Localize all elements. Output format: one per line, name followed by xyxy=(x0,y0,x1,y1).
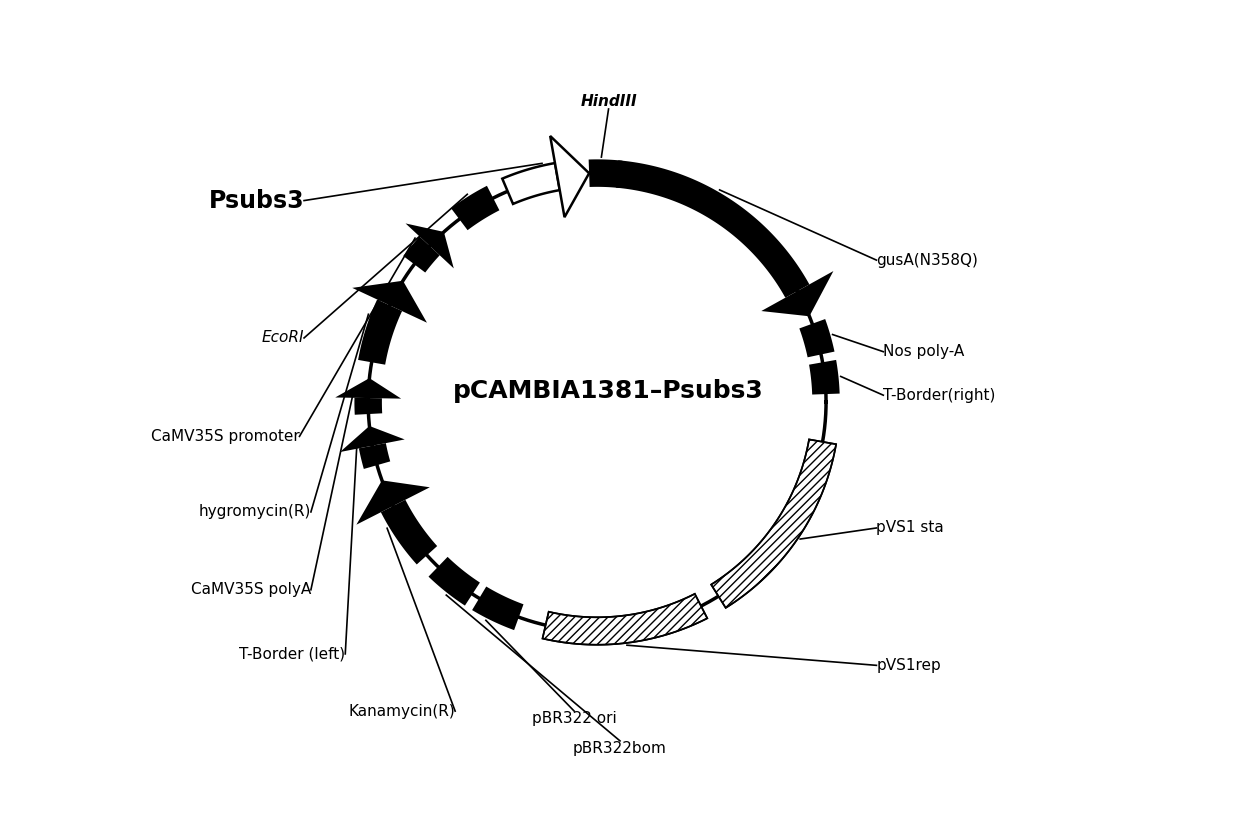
Polygon shape xyxy=(355,398,382,415)
Text: Nos poly-A: Nos poly-A xyxy=(883,344,965,359)
Text: CaMV35S promoter: CaMV35S promoter xyxy=(151,429,300,444)
Text: T-Border (left): T-Border (left) xyxy=(239,647,345,662)
Text: hygromycin(R): hygromycin(R) xyxy=(198,504,311,519)
Polygon shape xyxy=(551,136,589,218)
Text: gusA(N358Q): gusA(N358Q) xyxy=(877,252,978,268)
Text: EcoRI: EcoRI xyxy=(262,331,304,346)
Text: CaMV35S polyA: CaMV35S polyA xyxy=(191,582,311,597)
Text: pBR322 ori: pBR322 ori xyxy=(532,711,616,726)
Polygon shape xyxy=(358,443,391,469)
Polygon shape xyxy=(352,280,427,323)
Polygon shape xyxy=(356,480,430,524)
Text: HindIII: HindIII xyxy=(580,94,637,109)
Polygon shape xyxy=(761,271,833,316)
Text: pCAMBIA1381–Psubs3: pCAMBIA1381–Psubs3 xyxy=(453,379,764,403)
Polygon shape xyxy=(403,237,440,273)
Text: T-Border(right): T-Border(right) xyxy=(883,388,996,403)
Polygon shape xyxy=(451,186,500,230)
Text: pVS1 sta: pVS1 sta xyxy=(877,520,944,535)
Text: Kanamycin(R): Kanamycin(R) xyxy=(348,704,455,719)
Polygon shape xyxy=(543,594,707,645)
Text: Psubs3: Psubs3 xyxy=(208,189,304,213)
Text: pBR322bom: pBR322bom xyxy=(573,741,667,756)
Polygon shape xyxy=(589,160,622,188)
Polygon shape xyxy=(808,360,839,394)
Polygon shape xyxy=(429,557,480,605)
Polygon shape xyxy=(381,500,438,565)
Polygon shape xyxy=(712,439,836,608)
Text: pVS1rep: pVS1rep xyxy=(877,657,941,673)
Polygon shape xyxy=(335,378,402,399)
Polygon shape xyxy=(616,160,810,298)
Polygon shape xyxy=(472,586,523,630)
Polygon shape xyxy=(502,163,559,204)
Polygon shape xyxy=(800,319,835,357)
Polygon shape xyxy=(358,299,402,365)
Polygon shape xyxy=(405,223,454,269)
Polygon shape xyxy=(340,426,404,452)
